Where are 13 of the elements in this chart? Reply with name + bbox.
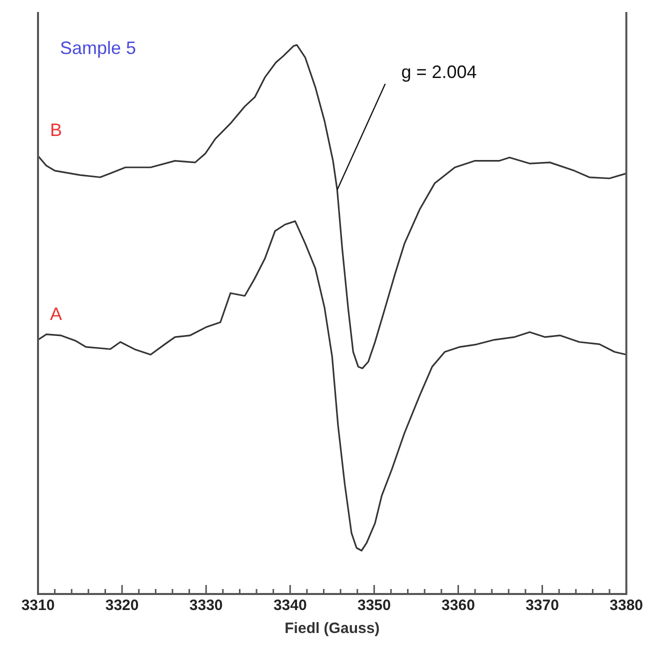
annotation: g = 2.004 — [401, 62, 477, 82]
x-tick-label: 3340 — [273, 597, 307, 614]
chart-title: Sample 5 — [60, 38, 136, 58]
x-tick-label: 3360 — [442, 597, 475, 614]
series-label: A — [50, 304, 62, 324]
x-tick-label: 3350 — [357, 597, 391, 614]
x-tick-label: 3330 — [189, 597, 223, 614]
x-tick-label: 3320 — [105, 597, 139, 614]
x-tick-label: 3370 — [526, 597, 559, 614]
series-label: B — [50, 120, 62, 140]
x-tick-label: 3380 — [610, 597, 644, 614]
x-tick-label: 3310 — [21, 597, 55, 614]
x-axis-title: Fiedl (Gauss) — [284, 620, 380, 638]
